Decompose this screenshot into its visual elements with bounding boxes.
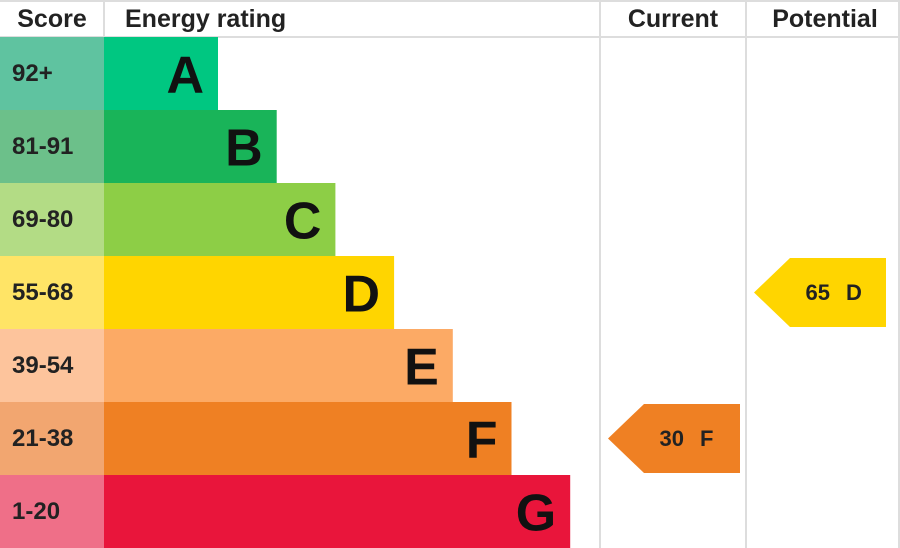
rating-letter: E	[404, 339, 439, 397]
header-current: Current	[628, 5, 719, 33]
score-cell	[0, 183, 104, 256]
score-label: 92+	[12, 60, 53, 87]
rating-bar	[104, 475, 571, 548]
score-cell	[0, 475, 104, 548]
rating-letter: F	[466, 412, 498, 470]
current-arrow	[608, 404, 740, 473]
current-letter: F	[700, 426, 713, 451]
score-label: 21-38	[12, 425, 73, 452]
header-rating: Energy rating	[125, 5, 286, 33]
score-cell	[0, 37, 104, 110]
score-label: 69-80	[12, 206, 73, 233]
score-label: 55-68	[12, 279, 73, 306]
rating-letter: A	[166, 47, 204, 105]
rating-letter: G	[516, 485, 556, 543]
score-cell	[0, 329, 104, 402]
current-value: 30	[660, 426, 684, 451]
header-potential: Potential	[772, 5, 878, 33]
score-cell	[0, 402, 104, 475]
score-cell	[0, 110, 104, 183]
rating-letter: D	[343, 266, 381, 324]
score-label: 81-91	[12, 133, 73, 160]
potential-value: 65	[806, 280, 830, 305]
score-cell	[0, 256, 104, 329]
rating-bar	[104, 110, 277, 183]
rating-bar	[104, 402, 512, 475]
header-score: Score	[17, 5, 87, 33]
rating-bar	[104, 256, 395, 329]
rating-letter: C	[284, 193, 322, 251]
rating-bar	[104, 183, 336, 256]
rating-bar	[104, 37, 218, 110]
potential-letter: D	[846, 280, 862, 305]
rating-bar	[104, 329, 453, 402]
potential-arrow	[754, 258, 886, 327]
score-label: 39-54	[12, 352, 74, 379]
score-label: 1-20	[12, 498, 60, 525]
rating-letter: B	[225, 120, 263, 178]
